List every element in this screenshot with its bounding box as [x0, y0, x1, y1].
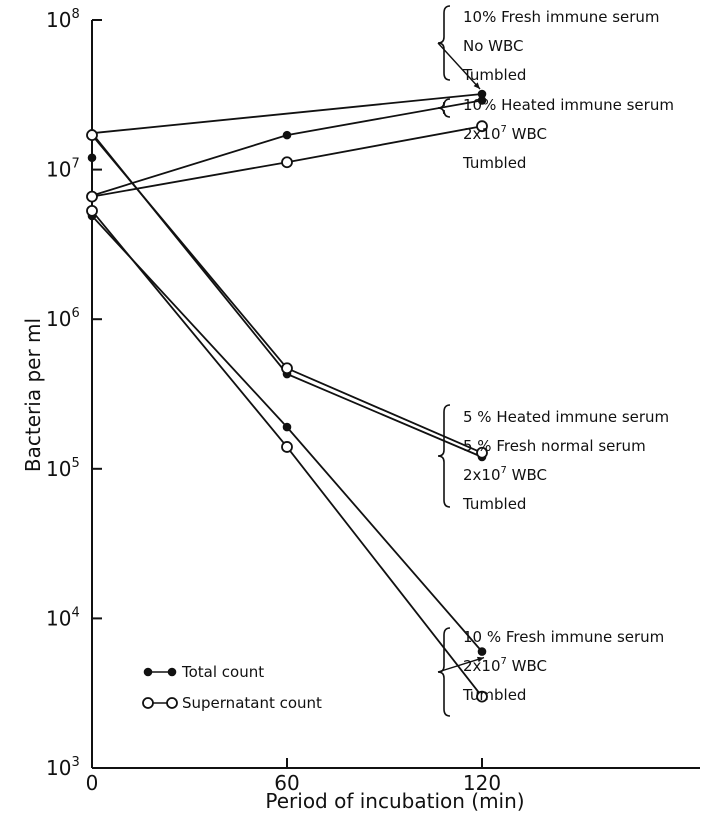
annotation-line: 5 % Fresh normal serum	[463, 437, 646, 455]
annotation-arrow	[437, 656, 485, 673]
series-line	[91, 134, 483, 454]
data-point-open	[86, 204, 98, 217]
annotation-line: Tumbled	[462, 154, 526, 172]
x-tick-label: 120	[463, 771, 501, 795]
data-point-open	[281, 441, 293, 453]
data-point-open	[166, 697, 178, 709]
legend-item-total: Total count	[143, 663, 264, 681]
legend-item-supernatant: Supernatant count	[142, 694, 322, 712]
annotation-line: Tumbled	[462, 66, 526, 84]
data-point-open	[142, 697, 154, 709]
data-point-filled	[282, 130, 292, 140]
data-point-filled	[167, 667, 177, 677]
series-1	[87, 89, 487, 138]
annotation-arrow	[437, 42, 481, 90]
legend: Total count Supernatant count	[142, 663, 322, 712]
series-7	[86, 204, 488, 703]
data-point-filled	[143, 667, 153, 677]
x-tick-label: 60	[274, 771, 299, 795]
data-point-open	[476, 120, 488, 133]
annotation-line: 10% Fresh immune serum	[463, 8, 660, 26]
data-point-open	[86, 190, 98, 203]
y-tick-label: 106	[46, 306, 80, 331]
series-5	[86, 129, 488, 459]
y-tick-label: 104	[46, 605, 80, 630]
annotation-line: 2x107 WBC	[463, 124, 547, 143]
series-3	[86, 120, 488, 203]
x-tick-label: 0	[86, 771, 99, 795]
y-tick-label: 103	[46, 755, 80, 780]
y-ticks: 103 104 105 106 107 108	[46, 7, 102, 780]
data-point-open	[476, 690, 488, 703]
annotation-line: 10 % Fresh immune serum	[463, 628, 664, 646]
y-axis-title: Bacteria per ml	[21, 318, 45, 472]
series-group	[86, 89, 488, 703]
annotation-line: 10% Heated immune serum	[463, 96, 674, 114]
annotation-line: 2x107 WBC	[463, 656, 547, 675]
annotation-brace	[437, 404, 451, 508]
annotation-4: 10 % Fresh immune serum 2x107 WBC Tumbled	[437, 627, 664, 717]
x-ticks: 0 60 120	[86, 758, 501, 795]
series-line	[91, 93, 483, 135]
y-tick-label: 105	[46, 456, 80, 481]
legend-label: Total count	[181, 663, 264, 681]
annotation-3: 5 % Heated immune serum 5 % Fresh normal …	[437, 404, 669, 513]
data-point-open	[86, 129, 98, 142]
data-point-open	[476, 446, 488, 459]
data-point-filled	[477, 96, 487, 105]
series-line	[91, 132, 483, 458]
data-point-open	[281, 156, 293, 169]
data-point-filled	[87, 153, 97, 163]
annotation-line: No WBC	[463, 37, 524, 55]
y-tick-label: 108	[46, 7, 80, 32]
series-2	[87, 96, 487, 200]
annotation-brace	[437, 98, 451, 118]
annotation-brace	[437, 5, 451, 81]
annotation-line: Tumbled	[462, 686, 526, 704]
annotation-line: 5 % Heated immune serum	[463, 408, 669, 426]
data-point-filled	[282, 422, 292, 432]
data-point-filled	[477, 647, 487, 656]
annotation-line: Tumbled	[462, 495, 526, 513]
axes	[91, 20, 700, 769]
y-tick-label: 107	[46, 157, 80, 182]
legend-label: Supernatant count	[182, 694, 322, 712]
x-axis-title: Period of incubation (min)	[265, 789, 524, 813]
series-line	[91, 210, 483, 698]
data-point-open	[281, 362, 293, 375]
arrow-head	[477, 656, 484, 663]
annotation-1: 10% Fresh immune serum No WBC Tumbled	[437, 5, 660, 84]
series-line	[91, 99, 483, 197]
annotation-line: 2x107 WBC	[463, 465, 547, 484]
arrow-head	[473, 82, 480, 89]
annotation-2: 10% Heated immune serum 2x107 WBC Tumbled	[437, 96, 674, 172]
